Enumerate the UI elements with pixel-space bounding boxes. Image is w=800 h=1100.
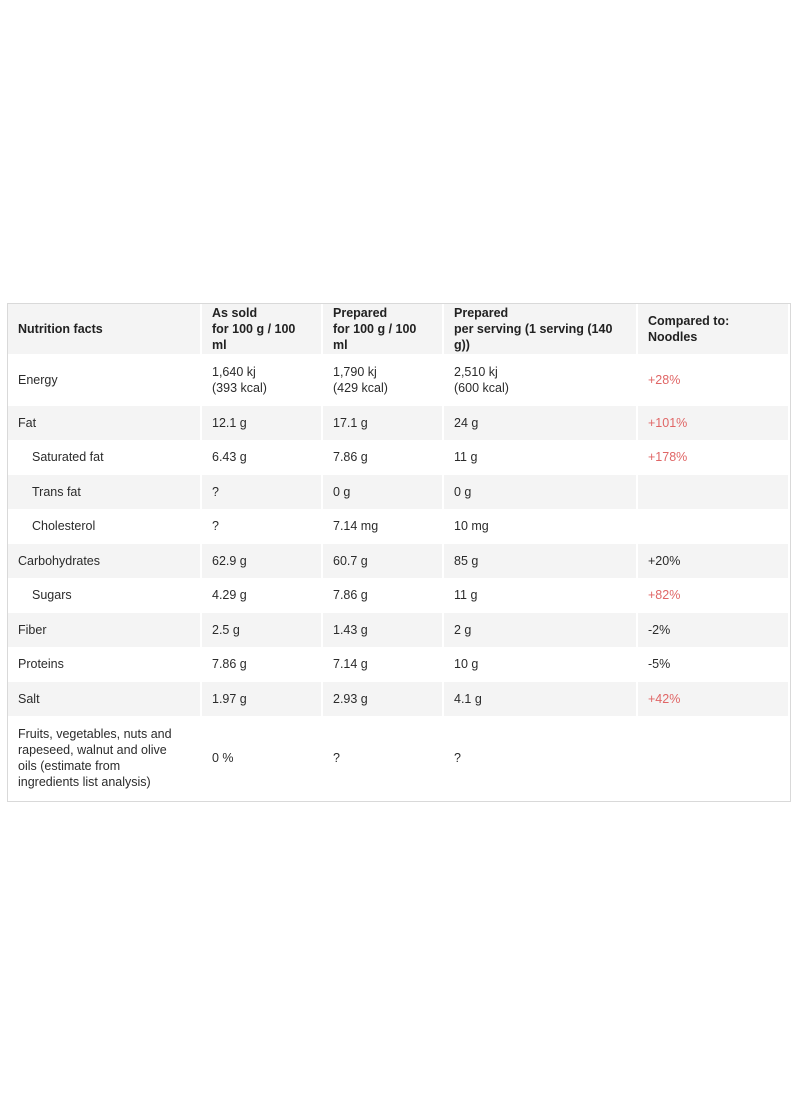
table-header-row: Nutrition facts As sold for 100 g / 100 m… [8,304,790,355]
cell-compared: +82% [638,578,790,613]
cell-prepared-100g: 2.93 g [323,682,444,717]
cell-compared: +20% [638,544,790,579]
cell-as-sold: 0 % [202,716,323,801]
cell-compared: +178% [638,440,790,475]
nutrition-facts-table: Nutrition facts As sold for 100 g / 100 m… [8,304,790,801]
cell-prepared-serving: 85 g [444,544,638,579]
row-label: Sugars [8,578,202,613]
cell-prepared-serving: ? [444,716,638,801]
cell-prepared-serving: 11 g [444,440,638,475]
table-row-saturated-fat: Saturated fat 6.43 g 7.86 g 11 g +178% [8,440,790,475]
cell-compared: +42% [638,682,790,717]
table-row-energy: Energy 1,640 kj (393 kcal) 1,790 kj (429 k… [8,355,790,406]
table-row-carbohydrates: Carbohydrates 62.9 g 60.7 g 85 g +20% [8,544,790,579]
cell-compared [638,509,790,544]
cell-compared [638,475,790,510]
cell-prepared-serving: 2 g [444,613,638,648]
cell-prepared-100g: 7.14 mg [323,509,444,544]
cell-as-sold: 4.29 g [202,578,323,613]
cell-prepared-serving: 24 g [444,406,638,441]
cell-prepared-100g: 1,790 kj (429 kcal) [323,355,444,406]
row-label: Salt [8,682,202,717]
header-prepared-serving: Prepared per serving (1 serving (140 g)) [444,304,638,355]
cell-prepared-100g: 1.43 g [323,613,444,648]
table-row-trans-fat: Trans fat ? 0 g 0 g [8,475,790,510]
cell-prepared-serving: 10 g [444,647,638,682]
cell-prepared-100g: 60.7 g [323,544,444,579]
row-label: Cholesterol [8,509,202,544]
cell-prepared-100g: ? [323,716,444,801]
row-label: Trans fat [8,475,202,510]
row-label: Fat [8,406,202,441]
table-row-fiber: Fiber 2.5 g 1.43 g 2 g -2% [8,613,790,648]
cell-prepared-serving: 11 g [444,578,638,613]
nutrition-table-container: Nutrition facts As sold for 100 g / 100 m… [7,303,791,802]
header-as-sold: As sold for 100 g / 100 ml [202,304,323,355]
cell-compared: -2% [638,613,790,648]
row-label: Fiber [8,613,202,648]
header-nutrition-facts: Nutrition facts [8,304,202,355]
cell-as-sold: 12.1 g [202,406,323,441]
header-prepared-100g: Prepared for 100 g / 100 ml [323,304,444,355]
cell-as-sold: 7.86 g [202,647,323,682]
cell-prepared-serving: 0 g [444,475,638,510]
table-row-sugars: Sugars 4.29 g 7.86 g 11 g +82% [8,578,790,613]
row-label: Proteins [8,647,202,682]
cell-compared: -5% [638,647,790,682]
cell-prepared-100g: 0 g [323,475,444,510]
table-row-cholesterol: Cholesterol ? 7.14 mg 10 mg [8,509,790,544]
table-row-salt: Salt 1.97 g 2.93 g 4.1 g +42% [8,682,790,717]
cell-as-sold: ? [202,509,323,544]
cell-as-sold: 6.43 g [202,440,323,475]
cell-prepared-serving: 10 mg [444,509,638,544]
cell-prepared-100g: 7.14 g [323,647,444,682]
row-label: Saturated fat [8,440,202,475]
table-row-fat: Fat 12.1 g 17.1 g 24 g +101% [8,406,790,441]
row-label: Energy [8,355,202,406]
cell-compared [638,716,790,801]
cell-prepared-100g: 7.86 g [323,440,444,475]
header-compared-to: Compared to: Noodles [638,304,790,355]
cell-prepared-100g: 17.1 g [323,406,444,441]
cell-as-sold: 1,640 kj (393 kcal) [202,355,323,406]
cell-compared: +28% [638,355,790,406]
table-row-fruits-vegetables: Fruits, vegetables, nuts and rapeseed, w… [8,716,790,801]
cell-as-sold: 62.9 g [202,544,323,579]
row-label: Fruits, vegetables, nuts and rapeseed, w… [8,716,202,801]
cell-as-sold: 2.5 g [202,613,323,648]
cell-prepared-100g: 7.86 g [323,578,444,613]
cell-prepared-serving: 2,510 kj (600 kcal) [444,355,638,406]
cell-as-sold: 1.97 g [202,682,323,717]
row-label: Carbohydrates [8,544,202,579]
cell-as-sold: ? [202,475,323,510]
cell-compared: +101% [638,406,790,441]
table-row-proteins: Proteins 7.86 g 7.14 g 10 g -5% [8,647,790,682]
cell-prepared-serving: 4.1 g [444,682,638,717]
